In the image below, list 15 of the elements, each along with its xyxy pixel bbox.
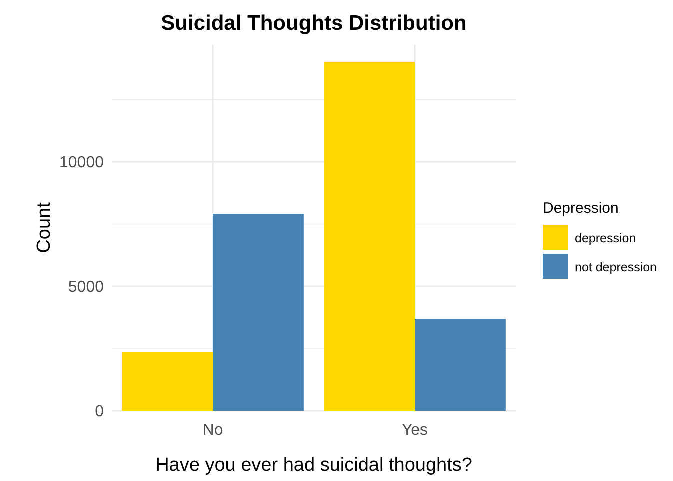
x-tick-label: Yes xyxy=(402,422,428,439)
y-axis-title: Count xyxy=(34,202,55,254)
x-axis-title: Have you ever had suicidal thoughts? xyxy=(156,455,472,476)
bar xyxy=(324,62,415,411)
legend-title: Depression xyxy=(543,200,619,217)
legend-label: not depression xyxy=(575,260,658,274)
legend-label: depression xyxy=(575,231,636,246)
y-tick-label: 10000 xyxy=(60,154,104,172)
bar xyxy=(415,319,506,411)
y-tick-label: 5000 xyxy=(68,279,104,296)
chart-title: Suicidal Thoughts Distribution xyxy=(161,12,467,35)
bar xyxy=(213,214,304,411)
y-tick-label: 0 xyxy=(95,404,104,421)
bar xyxy=(122,352,213,411)
x-tick-label: No xyxy=(202,422,224,439)
